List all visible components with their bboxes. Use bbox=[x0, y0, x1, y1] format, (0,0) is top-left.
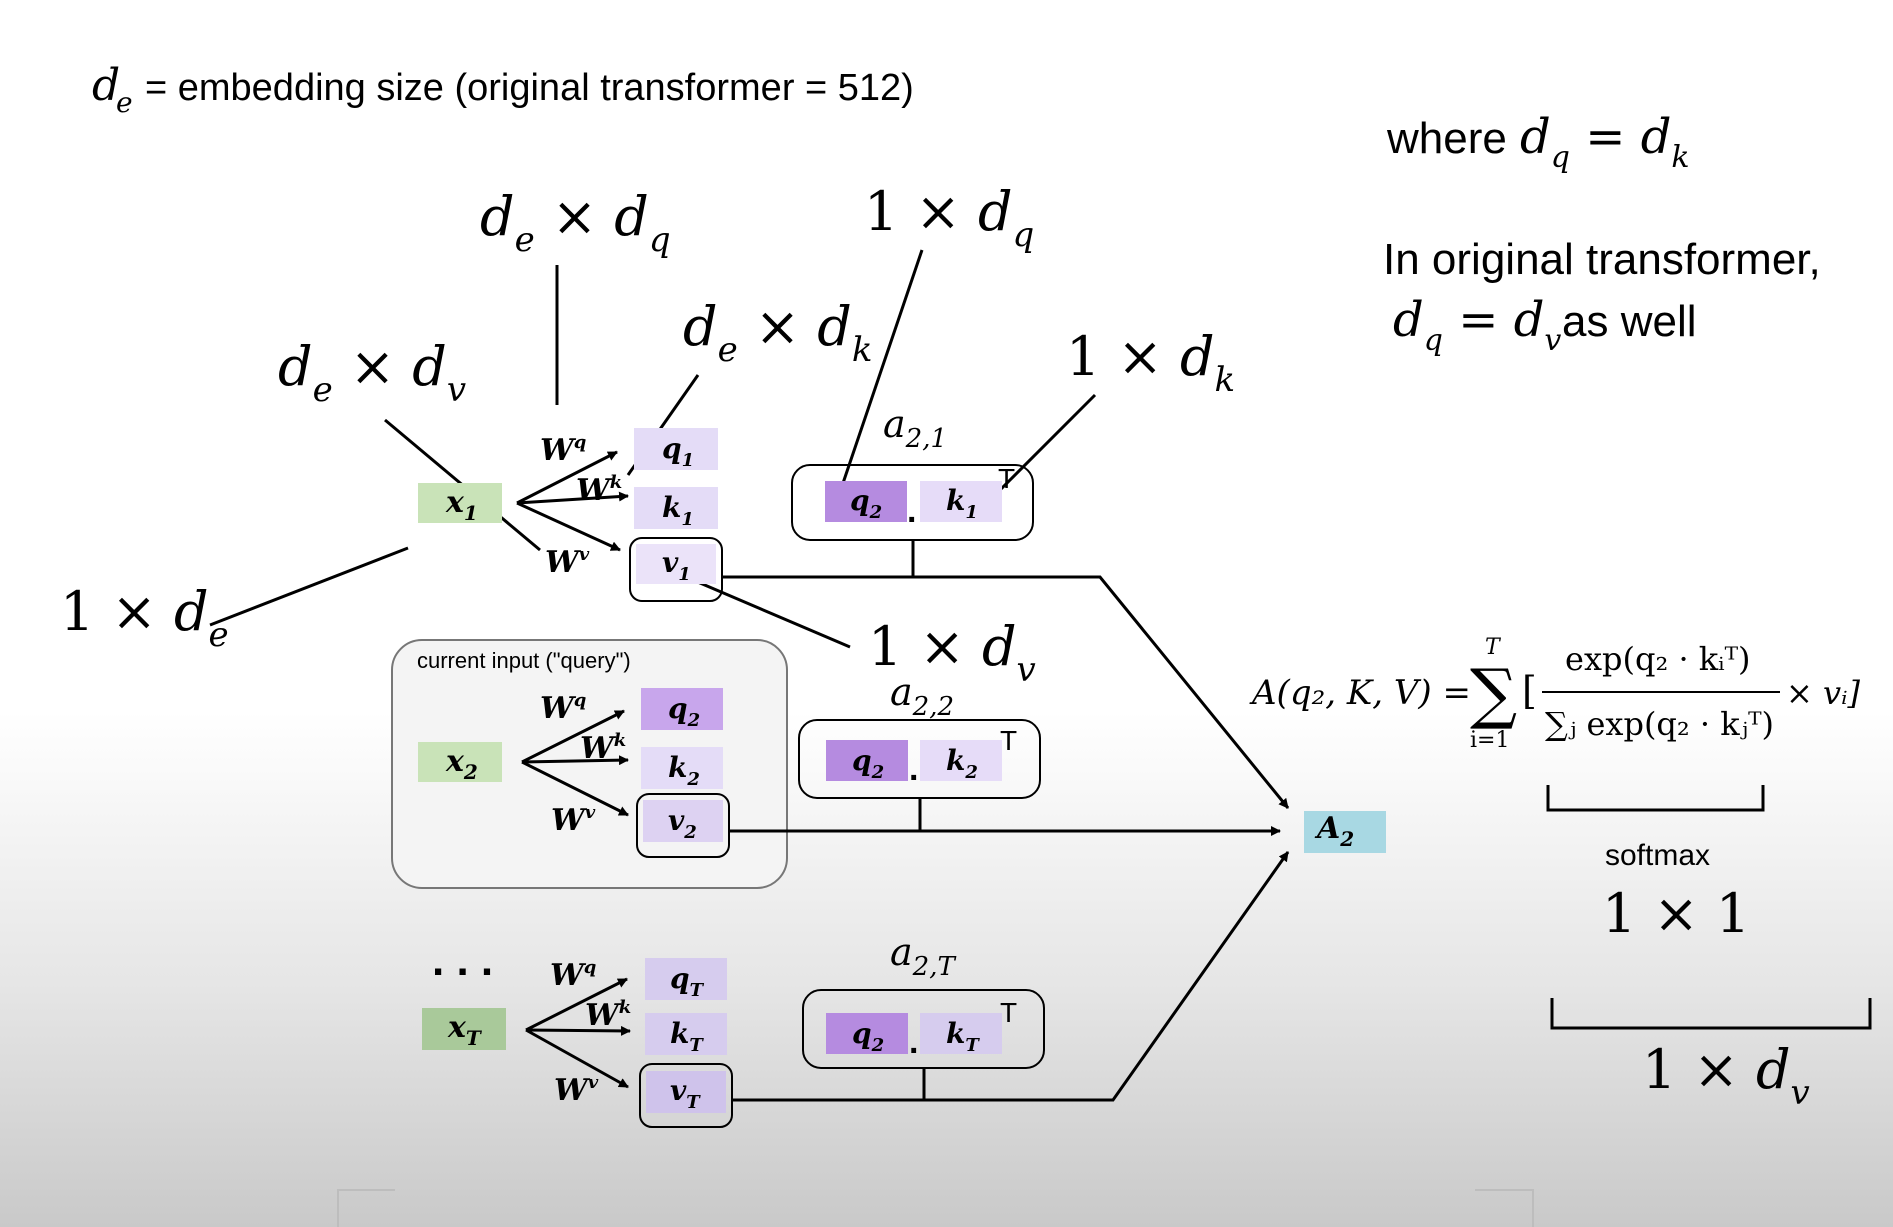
output-bracket bbox=[1550, 998, 1872, 1030]
ellipsis: . . . bbox=[432, 936, 493, 985]
xT-box bbox=[422, 1008, 506, 1050]
a2-output-box bbox=[1304, 811, 1386, 853]
a22-transpose: T bbox=[1000, 725, 1017, 756]
dim-1-x-de: 1 × de bbox=[60, 580, 229, 655]
dim-1-x-1: 1 × 1 bbox=[1602, 882, 1750, 945]
qT-box bbox=[645, 958, 727, 1000]
dimension-labels: de × dq 1 × dq de × dk de × dv 1 × dk 1 … bbox=[60, 180, 1810, 1113]
vT-box bbox=[646, 1071, 726, 1113]
kT-box bbox=[645, 1013, 727, 1055]
v1-box bbox=[636, 544, 716, 584]
row-2-arrows bbox=[521, 709, 629, 817]
a21-label: a2,1 bbox=[883, 402, 947, 454]
v2-box bbox=[643, 800, 723, 842]
pointer-lines bbox=[209, 249, 1097, 649]
dim-de-x-dq: de × dq bbox=[480, 185, 671, 260]
original-transformer-line1: In original transformer, bbox=[1383, 235, 1821, 284]
softmax-label: softmax bbox=[1605, 839, 1710, 872]
a22-dot: . bbox=[909, 750, 918, 788]
a2T-q2-box bbox=[826, 1013, 908, 1054]
row-T-wk-label: Wk bbox=[585, 997, 631, 1033]
row-T-wq-label: Wq bbox=[550, 957, 596, 993]
dim-1-x-dq: 1 × dq bbox=[864, 180, 1034, 255]
k2-box bbox=[641, 747, 723, 789]
current-input-label: current input ("query") bbox=[417, 648, 631, 673]
where-equation: dq = dk bbox=[1520, 109, 1690, 175]
a21-dot: . bbox=[907, 492, 916, 530]
v2-label: v2 bbox=[668, 804, 697, 843]
v2-frame bbox=[636, 793, 730, 858]
a2T-transpose: T bbox=[1000, 997, 1017, 1028]
formula-open-bracket: [ bbox=[1522, 669, 1537, 713]
a21-k1-box bbox=[920, 481, 1002, 522]
dim-de-x-dv: de × dv bbox=[278, 335, 466, 410]
dim-de-x-dk: de × dk bbox=[683, 295, 872, 370]
sum-symbol: ∑ bbox=[1470, 655, 1517, 732]
formula-denominator: ∑ⱼ exp(q₂ · kⱼᵀ) bbox=[1545, 705, 1774, 743]
a2T-label: a2,T bbox=[890, 930, 956, 982]
row-T-wv-label: Wv bbox=[554, 1072, 599, 1108]
row-T: . . . xT Wq Wk Wv qT kT vT a2,T q2 . kT … bbox=[422, 930, 1045, 1128]
a22-q2-box bbox=[826, 740, 908, 781]
dimension-notes: where dq = dk In original transformer, d… bbox=[1383, 109, 1821, 358]
formula-lhs: A(q₂, K, V) = bbox=[1249, 673, 1471, 713]
embedding-size-definition: d e = embedding size (original transform… bbox=[92, 60, 914, 119]
row-1-arrows bbox=[516, 450, 629, 552]
v1-frame bbox=[629, 537, 723, 602]
de-symbol: d bbox=[92, 60, 120, 111]
dim-1-x-dk: 1 × dk bbox=[1066, 325, 1235, 400]
a2T-dot: . bbox=[909, 1023, 918, 1061]
a21-transpose: T bbox=[998, 463, 1015, 494]
vT-label: vT bbox=[670, 1074, 701, 1113]
x1-box bbox=[418, 483, 502, 523]
de-definition-text: = embedding size (original transformer =… bbox=[145, 67, 914, 109]
formula-tail: × vᵢ] bbox=[1786, 674, 1861, 712]
as-well-text: as well bbox=[1562, 297, 1697, 346]
dq-equals-dv: dq = dv bbox=[1393, 292, 1561, 358]
brackets bbox=[1546, 785, 1872, 1030]
vT-frame bbox=[639, 1063, 733, 1128]
row-1-wk-label: Wk bbox=[576, 472, 622, 508]
row-T-arrows bbox=[525, 977, 631, 1089]
aggregation-lines bbox=[722, 540, 1290, 1102]
where-prefix: where bbox=[1386, 114, 1507, 163]
q2-box bbox=[641, 688, 723, 730]
row-1-wv-label: Wv bbox=[545, 544, 590, 580]
sum-top: T bbox=[1485, 635, 1502, 660]
a22-label: a2,2 bbox=[890, 670, 954, 722]
sum-bottom: i=1 bbox=[1470, 728, 1509, 753]
dim-1-x-dv: 1 × dv bbox=[868, 615, 1036, 690]
row-1-wq-label: Wq bbox=[540, 432, 586, 468]
row-2-wq-label: Wq bbox=[540, 690, 586, 726]
row-2: x2 Wq Wk Wv q2 k2 v2 a2,2 q2 . k2 T bbox=[418, 670, 1041, 858]
k1-box bbox=[634, 487, 718, 529]
xT-label: xT bbox=[447, 1010, 483, 1050]
formula-numerator: exp(q₂ · kᵢᵀ) bbox=[1565, 640, 1751, 678]
a2T-kT-box bbox=[920, 1013, 1002, 1054]
q1-box bbox=[634, 428, 718, 470]
bottom-frame-edge bbox=[337, 1189, 1534, 1227]
attention-formula: A(q₂, K, V) = T ∑ i=1 [ exp(q₂ · kᵢᵀ) ∑ⱼ… bbox=[1249, 635, 1861, 753]
dim-1-x-dv-bottom: 1 × dv bbox=[1642, 1038, 1810, 1113]
row-1: x1 Wq Wk Wv q1 k1 v1 a2,1 q2 . k1 T bbox=[418, 402, 1034, 602]
a22-k2-box bbox=[920, 740, 1002, 781]
x2-box bbox=[418, 742, 502, 782]
de-subscript: e bbox=[116, 86, 133, 119]
softmax-bracket bbox=[1546, 785, 1765, 812]
a21-q2-box bbox=[825, 481, 907, 522]
